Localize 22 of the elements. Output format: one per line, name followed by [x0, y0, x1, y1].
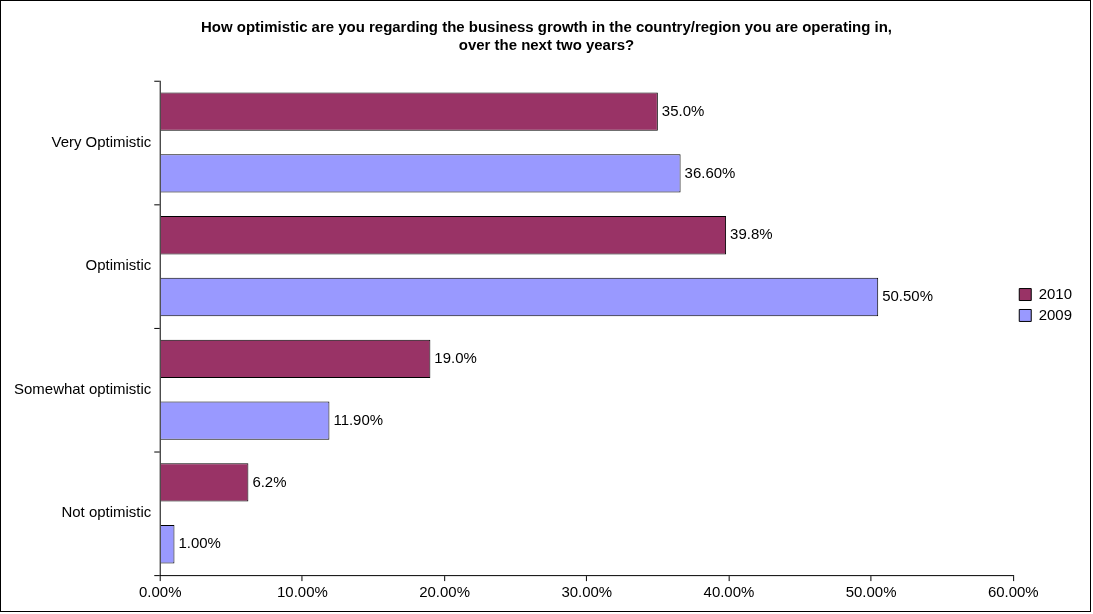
y-tick-label: Somewhat optimistic	[14, 379, 152, 397]
data-label: 39.8%	[730, 225, 773, 243]
legend-label: 2010	[1038, 284, 1073, 302]
x-tick-label: 30.00%	[561, 583, 613, 601]
x-tick-label: 50.00%	[845, 583, 897, 601]
y-tick-label: Optimistic	[85, 256, 152, 274]
data-label: 50.50%	[882, 287, 933, 305]
x-tick-label: 60.00%	[987, 583, 1039, 601]
data-label: 6.2%	[252, 472, 287, 490]
data-label: 11.90%	[333, 410, 384, 428]
data-label: 35.0%	[661, 101, 705, 119]
x-tick-label: 0.00%	[139, 583, 182, 601]
legend-label: 2009	[1038, 305, 1073, 323]
data-label: 19.0%	[434, 348, 477, 366]
data-label: 36.60%	[684, 163, 736, 181]
y-tick-label: Very Optimistic	[51, 132, 152, 150]
x-tick-label: 20.00%	[419, 583, 470, 601]
x-tick-label: 40.00%	[703, 583, 755, 601]
y-tick-label: Not optimistic	[61, 503, 152, 521]
x-tick-label: 10.00%	[277, 583, 328, 601]
chart-title: How optimistic are you regarding the business growth in the country/region you are operating in, over the next two years?	[201, 18, 892, 53]
data-label: 1.00%	[178, 534, 221, 552]
